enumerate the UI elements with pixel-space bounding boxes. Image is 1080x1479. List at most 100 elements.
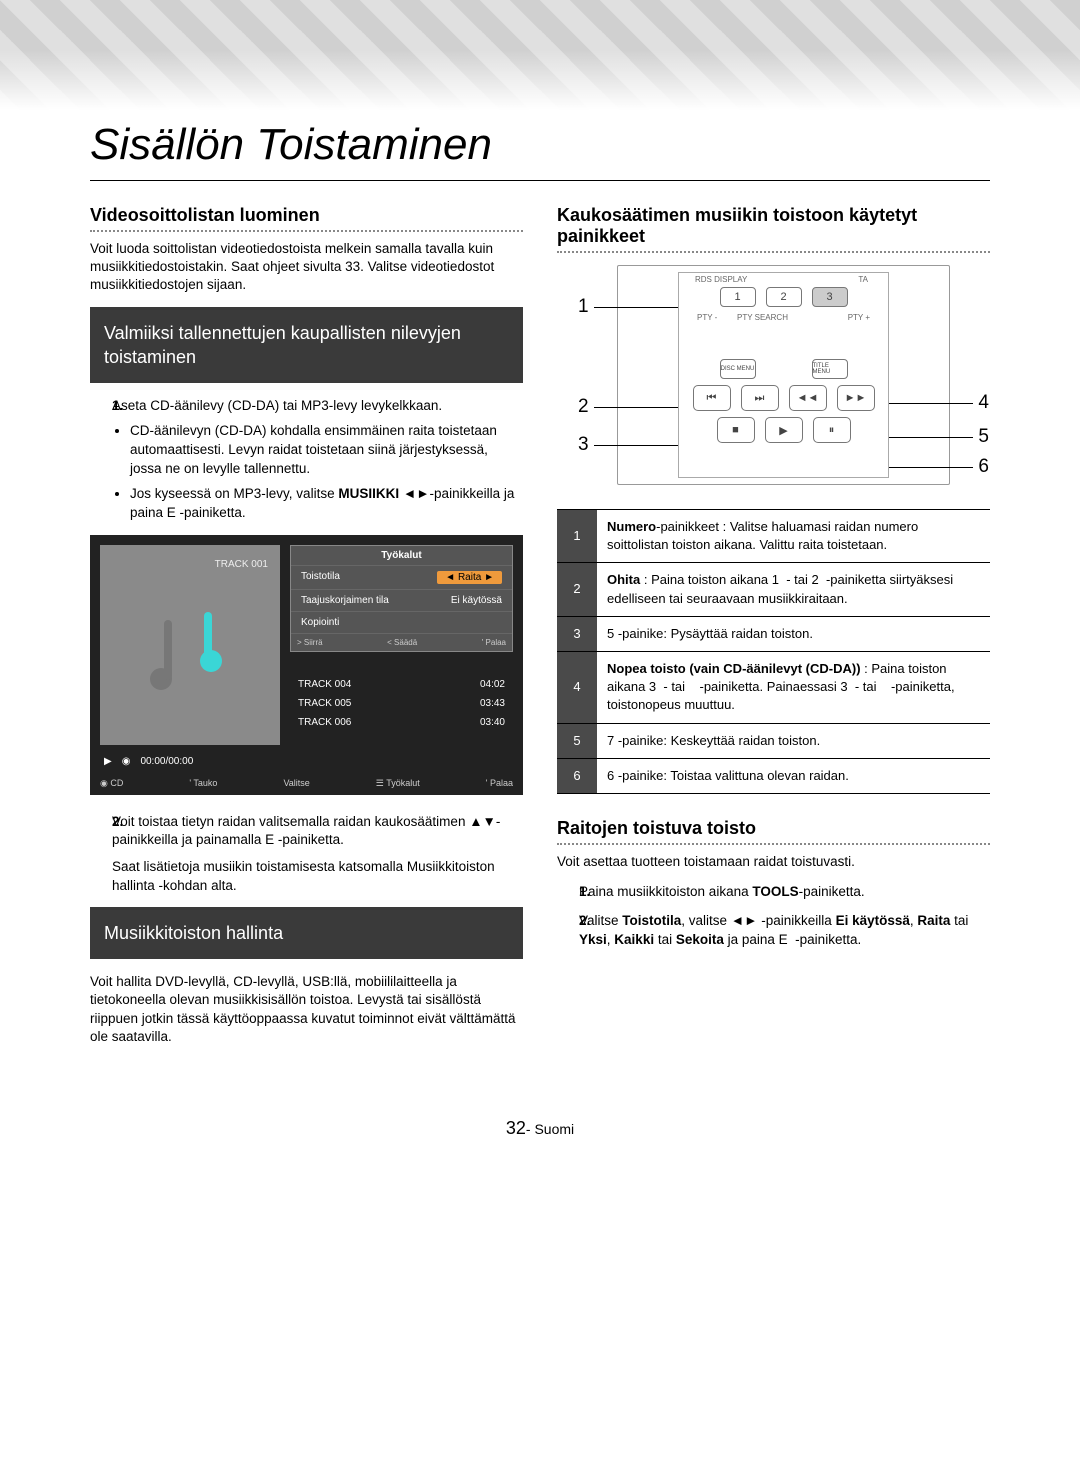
- bullet-cdda-autoplay: CD-äänilevyn (CD-DA) kohdalla ensimmäine…: [130, 422, 523, 479]
- table-row-2-num: 2: [557, 563, 597, 616]
- callout-4: 4: [978, 392, 989, 414]
- player-bottom-bar: ◉ CD ' Tauko Valitse ☰ Työkalut ' Palaa: [100, 778, 513, 789]
- tools-row-eq-v: Ei käytössä: [451, 595, 502, 606]
- music-note-icon: [150, 600, 230, 690]
- bottom-bar-select: Valitse: [283, 778, 309, 789]
- disc-icon: ◉: [122, 756, 131, 767]
- step-select-track-a: Voit toistaa tietyn raidan valitsemalla …: [112, 814, 500, 848]
- tools-footer-0: > Siirrä: [297, 638, 323, 647]
- remote-btn-1: 1: [720, 287, 756, 307]
- page-language: - Suomi: [526, 1121, 574, 1137]
- repeat-step-2: Valitse Toistotila, valitse ◄► -painikke…: [579, 912, 990, 950]
- play-time: 00:00/00:00: [140, 756, 193, 767]
- table-row: 6 6 -painike: Toistaa valittuna olevan r…: [557, 758, 990, 793]
- tools-row-copy: Kopiointi: [291, 611, 512, 633]
- play-icon: ▶: [104, 756, 112, 767]
- bottom-bar-return: ' Palaa: [486, 778, 513, 789]
- tools-row-playmode: Toistotila ◄ Raita ►: [291, 565, 512, 589]
- table-row: 2 Ohita : Paina toiston aikana 1 - tai 2…: [557, 563, 990, 616]
- tools-row-eq: Taajuskorjaimen tila Ei käytössä: [291, 589, 512, 611]
- bottom-bar-cd: ◉ CD: [100, 778, 123, 789]
- heading-video-playlist: Videosoittolistan luominen: [90, 205, 523, 232]
- tools-footer-2: ' Palaa: [482, 638, 506, 647]
- callout-5: 5: [978, 426, 989, 448]
- tools-row-copy-k: Kopiointi: [301, 617, 339, 628]
- table-row: 1 Numero-painikkeet : Valitse haluamasi …: [557, 510, 990, 563]
- page-title: Sisällön Toistaminen: [90, 120, 990, 181]
- repeat-step-1-a: Paina musiikkitoiston aikana: [579, 884, 752, 899]
- remote-btn-2: 2: [766, 287, 802, 307]
- text-video-playlist: Voit luoda soittolistan videotiedostoist…: [90, 240, 523, 295]
- label-pty-plus: PTY +: [848, 313, 870, 322]
- section-music-control: Musiikkitoiston hallinta: [90, 907, 523, 959]
- remote-btn-title-menu: TITLE MENU: [812, 359, 848, 379]
- bullet-mp3-b: MUSIIKKI: [338, 486, 399, 501]
- table-row: 5 7 -painike: Keskeyttää raidan toiston.: [557, 723, 990, 758]
- tools-row-playmode-k: Toistotila: [301, 571, 340, 584]
- bullet-mp3-select: Jos kyseessä on MP3-levy, valitse MUSIIK…: [130, 485, 523, 523]
- track-6-time: 03:40: [480, 717, 505, 728]
- repeat-step-1-c: -painiketta.: [799, 884, 865, 899]
- left-column: Videosoittolistan luominen Voit luoda so…: [90, 205, 523, 1058]
- right-column: Kaukosäätimen musiikin toistoon käytetyt…: [557, 205, 990, 1058]
- track-5-name: TRACK 005: [298, 698, 351, 709]
- tools-footer-1: < Säädä: [387, 638, 417, 647]
- remote-btn-ff: ►►: [837, 385, 875, 411]
- remote-btn-pause: ⏸: [813, 417, 851, 443]
- table-row-4-num: 4: [557, 651, 597, 723]
- heading-repeat-tracks: Raitojen toistuva toisto: [557, 818, 990, 845]
- heading-remote-buttons: Kaukosäätimen musiikin toistoon käytetyt…: [557, 205, 990, 253]
- text-music-control: Voit hallita DVD-levyllä, CD-levyllä, US…: [90, 973, 523, 1046]
- remote-btn-disc-menu: DISC MENU: [720, 359, 756, 379]
- tools-panel: Työkalut Toistotila ◄ Raita ► Taajuskorj…: [290, 545, 513, 652]
- track-label: TRACK 001: [215, 559, 268, 570]
- header-pattern: [0, 0, 1080, 110]
- tools-footer: > Siirrä < Säädä ' Palaa: [291, 633, 512, 651]
- remote-btn-stop: ■: [717, 417, 755, 443]
- bullet-mp3-a: Jos kyseessä on MP3-levy, valitse: [130, 486, 338, 501]
- repeat-step-1-b: TOOLS: [752, 884, 798, 899]
- callout-3: 3: [578, 434, 589, 456]
- table-row-1-text: Numero-painikkeet : Valitse haluamasi ra…: [597, 510, 990, 563]
- remote-button-table: 1 Numero-painikkeet : Valitse haluamasi …: [557, 509, 990, 794]
- table-row: 3 5 -painike: Pysäyttää raidan toiston.: [557, 616, 990, 651]
- bottom-bar-tools: ☰ Työkalut: [376, 778, 420, 789]
- track-4-time: 04:02: [480, 679, 505, 690]
- remote-btn-play: ▶: [765, 417, 803, 443]
- page-footer: 32- Suomi: [90, 1118, 990, 1139]
- table-row-3-num: 3: [557, 616, 597, 651]
- text-repeat-tracks: Voit asettaa tuotteen toistamaan raidat …: [557, 853, 990, 871]
- remote-diagram: RDS DISPLAY TA 1 2 3 PTY - PTY SEARCH PT…: [617, 265, 950, 485]
- callout-2: 2: [578, 396, 589, 418]
- table-row-6-num: 6: [557, 758, 597, 793]
- table-row-1-num: 1: [557, 510, 597, 563]
- page-number: 32: [506, 1118, 526, 1138]
- table-row-5-num: 5: [557, 723, 597, 758]
- remote-btn-3: 3: [812, 287, 848, 307]
- table-row-5-text: 7 -painike: Keskeyttää raidan toiston.: [597, 723, 990, 758]
- table-row-4-text: Nopea toisto (vain CD-äänilevyt (CD-DA))…: [597, 651, 990, 723]
- track-5-time: 03:43: [480, 698, 505, 709]
- step-select-track-b: Saat lisätietoja musiikin toistamisesta …: [112, 858, 523, 894]
- callout-1: 1: [578, 296, 589, 318]
- remote-btn-rew: ◄◄: [789, 385, 827, 411]
- step-insert-disc: Aseta CD-äänilevy (CD-DA) tai MP3-levy l…: [112, 397, 523, 522]
- table-row-3-text: 5 -painike: Pysäyttää raidan toiston.: [597, 616, 990, 651]
- table-row-2-text: Ohita : Paina toiston aikana 1 - tai 2 -…: [597, 563, 990, 616]
- remote-btn-next: ⏭: [741, 385, 779, 411]
- track-6-name: TRACK 006: [298, 717, 351, 728]
- track-list: TRACK 004 04:02 TRACK 005 03:43 TRACK 006 0…: [290, 675, 513, 732]
- track-4-name: TRACK 004: [298, 679, 351, 690]
- label-pty-search: PTY SEARCH: [737, 313, 788, 322]
- player-ui-mock: TRACK 001 Työkalut Toistotila ◄ Raita ► …: [90, 535, 523, 795]
- label-rds: RDS DISPLAY: [695, 275, 747, 284]
- step-select-track: Voit toistaa tietyn raidan valitsemalla …: [112, 813, 523, 895]
- tools-panel-title: Työkalut: [291, 546, 512, 565]
- tools-row-playmode-v: ◄ Raita ►: [437, 571, 502, 584]
- label-pty-minus: PTY -: [697, 313, 717, 322]
- label-ta: TA: [858, 275, 868, 284]
- table-row: 4 Nopea toisto (vain CD-äänilevyt (CD-DA…: [557, 651, 990, 723]
- step-insert-disc-text: Aseta CD-äänilevy (CD-DA) tai MP3-levy l…: [112, 398, 442, 413]
- section-commercial-discs: Valmiiksi tallennettujen kaupallisten ni…: [90, 307, 523, 384]
- bottom-bar-pause: ' Tauko: [189, 778, 217, 789]
